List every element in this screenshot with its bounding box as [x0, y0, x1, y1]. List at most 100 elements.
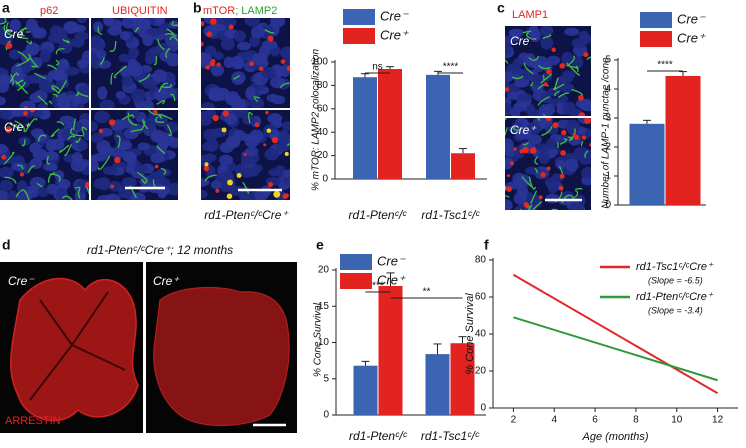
puncta: [203, 165, 210, 172]
nucleus: [226, 91, 239, 101]
nucleus: [11, 162, 27, 172]
membrane: [537, 96, 550, 106]
puncta: [23, 111, 28, 116]
panel-letter: c: [497, 0, 505, 16]
x-tick-label: 4: [551, 415, 557, 426]
membrane: [534, 156, 539, 165]
membrane: [55, 48, 65, 55]
nucleus: [233, 30, 246, 43]
nucleus: [130, 192, 146, 200]
y-tick-label: 40: [317, 127, 329, 138]
puncta: [212, 114, 219, 122]
membrane: [522, 30, 532, 34]
nucleus: [266, 93, 279, 103]
nucleus: [34, 132, 48, 143]
retina-cut: [29, 291, 126, 401]
puncta: [578, 112, 586, 116]
nucleus: [107, 25, 122, 36]
membrane: [155, 113, 162, 118]
nucleus: [58, 178, 71, 189]
membrane: [505, 127, 508, 137]
nucleus: [202, 153, 217, 163]
y-tick-label: 20: [318, 265, 330, 276]
y-tick-label: 0: [605, 200, 611, 211]
nucleus: [274, 165, 286, 177]
nucleus: [505, 157, 514, 169]
nucleus: [0, 110, 12, 120]
legend-note: (Slope = -3.4): [648, 305, 703, 315]
puncta: [543, 82, 548, 87]
bar: [378, 285, 403, 415]
nucleus: [121, 75, 134, 87]
nucleus: [99, 99, 115, 108]
significance-label: ****: [657, 60, 673, 71]
nucleus: [74, 158, 89, 168]
y-tick-label: 60: [475, 292, 487, 303]
nucleus: [505, 35, 515, 45]
puncta: [254, 122, 260, 128]
nucleus: [144, 55, 155, 65]
membrane: [140, 120, 146, 131]
puncta: [24, 105, 28, 108]
panel-letter: d: [2, 237, 11, 253]
membrane: [9, 123, 21, 131]
stain-label: p62: [40, 5, 58, 17]
membrane: [141, 178, 147, 184]
x-tick-label: rd1-Tsc1ᶜ/ᶜ: [421, 429, 480, 443]
nucleus: [59, 115, 75, 125]
nucleus: [7, 190, 19, 200]
y-tick-label: 40: [475, 329, 487, 340]
bar: [353, 77, 377, 179]
nucleus: [512, 172, 527, 185]
puncta: [546, 166, 551, 171]
nucleus: [231, 71, 246, 85]
nucleus: [251, 164, 263, 173]
error-bar: [361, 360, 370, 366]
legend-label: Cre⁻: [377, 253, 406, 268]
puncta: [529, 147, 537, 154]
nucleus: [281, 120, 290, 131]
x-tick-label: 8: [633, 415, 639, 426]
nucleus: [29, 110, 44, 118]
membrane: [19, 28, 28, 32]
y-axis-label: % Cone Survival: [464, 293, 476, 375]
puncta: [154, 164, 159, 169]
puncta: [284, 151, 289, 156]
membrane: [242, 181, 250, 194]
membrane: [6, 21, 12, 33]
y-tick-label: 2: [605, 142, 611, 153]
membrane: [559, 138, 568, 145]
membrane: [75, 92, 80, 97]
membrane: [538, 64, 551, 70]
nucleus: [505, 71, 514, 83]
puncta: [280, 59, 286, 64]
nucleus: [213, 51, 224, 60]
membrane: [100, 57, 106, 65]
membrane: [20, 189, 30, 200]
nucleus: [210, 64, 225, 77]
nucleus: [201, 52, 212, 65]
nucleus: [244, 18, 260, 27]
nucleus: [270, 76, 286, 89]
puncta: [205, 65, 211, 70]
nucleus: [201, 117, 212, 126]
membrane: [566, 64, 579, 70]
bar: [450, 343, 475, 415]
nucleus: [545, 193, 560, 204]
nucleus: [119, 140, 133, 151]
membrane: [27, 165, 35, 174]
y-tick-label: 80: [317, 80, 329, 91]
puncta: [266, 128, 272, 133]
puncta: [204, 162, 209, 167]
puncta: [551, 47, 556, 52]
nucleus: [91, 132, 104, 144]
panel-title: rd1-Ptenᶜ/ᶜCre⁺; 12 months: [87, 243, 233, 257]
membrane: [542, 34, 552, 39]
nucleus: [78, 84, 89, 96]
y-tick-label: 60: [317, 103, 329, 114]
membrane: [142, 119, 149, 130]
nucleus: [578, 34, 591, 44]
membrane: [76, 91, 89, 98]
nucleus: [245, 146, 259, 157]
nucleus: [0, 143, 9, 155]
